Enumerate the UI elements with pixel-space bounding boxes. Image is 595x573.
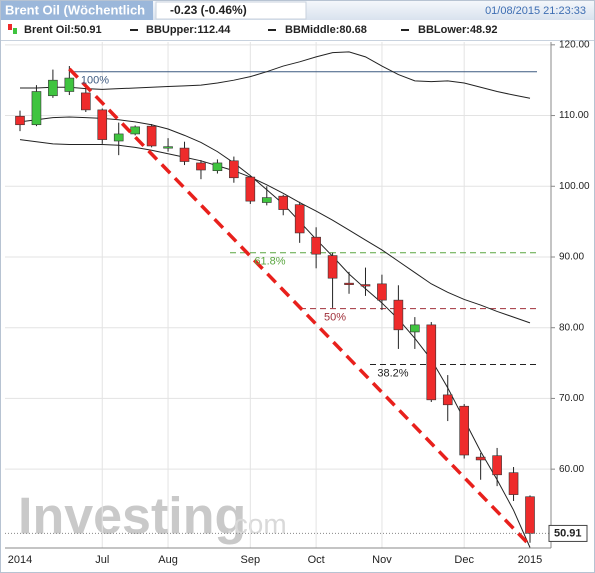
level-label: 100%: [81, 75, 109, 87]
candle-body: [212, 162, 223, 172]
candle-body: [377, 283, 387, 301]
candle-body: [492, 455, 502, 476]
title-box: [1, 1, 153, 20]
overlay-line: [19, 139, 531, 324]
candle-body: [327, 255, 338, 279]
candle-body: [113, 133, 124, 142]
candle-body: [97, 109, 108, 140]
candle-body: [229, 160, 239, 179]
level-label: 61.8%: [254, 256, 285, 268]
y-tick-label: 120.00: [559, 39, 590, 50]
candle-body: [525, 496, 535, 534]
x-tick-label: 2015: [518, 554, 542, 566]
last-price-label: 50.91: [554, 527, 582, 539]
legend: Brent Oil:50.91 BBUpper:112.44 BBMiddle:…: [8, 24, 497, 36]
y-tick-label: 70.00: [559, 393, 584, 404]
x-tick-label: Jul: [95, 554, 109, 566]
plot-area: [5, 42, 555, 549]
legend-icon: [268, 29, 276, 31]
legend-item: BBLower:48.92: [418, 24, 497, 36]
x-tick-label: Oct: [308, 554, 325, 566]
candle-body: [278, 195, 289, 210]
legend-icon: [401, 29, 409, 31]
candle-body: [475, 456, 486, 461]
watermark: .com: [226, 508, 287, 539]
candle-body: [393, 299, 404, 331]
legend-item: BBMiddle:80.68: [285, 24, 367, 36]
x-tick-label: Nov: [372, 554, 392, 566]
candle-body: [48, 79, 58, 97]
legend-item: BBUpper:112.44: [146, 24, 231, 36]
candle-body: [163, 146, 173, 149]
legend-icon: [13, 28, 17, 34]
candle-body: [31, 91, 42, 126]
candle-body: [294, 204, 305, 234]
change-box: [155, 1, 307, 20]
last-price-box: [548, 524, 588, 542]
legend-item: Brent Oil:50.91: [24, 24, 102, 36]
candle-body: [245, 176, 256, 202]
trendline: [68, 67, 532, 547]
candle-body: [459, 405, 469, 456]
candle-body: [426, 324, 437, 401]
candle-body: [130, 126, 140, 135]
price-change: -0.23 (-0.46%): [170, 3, 247, 17]
y-tick-label: 110.00: [559, 110, 589, 121]
candle-body: [196, 162, 206, 171]
overlay-line: [20, 51, 531, 99]
candle-body: [360, 284, 371, 287]
candle-body: [64, 77, 75, 92]
candle-body: [311, 236, 321, 255]
timestamp: 01/08/2015 21:23:33: [485, 5, 586, 17]
y-tick-label: 100.00: [559, 181, 590, 192]
y-tick-label: 90.00: [559, 252, 584, 263]
watermark: Investing: [18, 488, 246, 546]
legend-icon: [130, 29, 138, 31]
level-label: 38.2%: [377, 367, 408, 379]
candle-body: [261, 197, 272, 203]
candle-body: [410, 324, 420, 333]
x-tick-label: Sep: [241, 554, 261, 566]
candle-body: [508, 472, 519, 495]
candle-body: [81, 92, 91, 111]
level-label: 50%: [324, 312, 346, 324]
chart-title: Brent Oil (Wöchentlich: [5, 2, 145, 17]
candle-body: [179, 147, 190, 162]
y-tick-label: 80.00: [559, 322, 584, 333]
x-tick-label: Aug: [158, 554, 178, 566]
candle-body: [15, 115, 25, 126]
legend-icon: [8, 24, 12, 30]
candle-body: [442, 394, 453, 406]
x-tick-label: 2014: [8, 554, 32, 566]
x-tick-label: Dec: [454, 554, 474, 566]
candle-body: [146, 125, 157, 147]
y-tick-label: 60.00: [559, 464, 584, 475]
candle-body: [344, 282, 354, 285]
